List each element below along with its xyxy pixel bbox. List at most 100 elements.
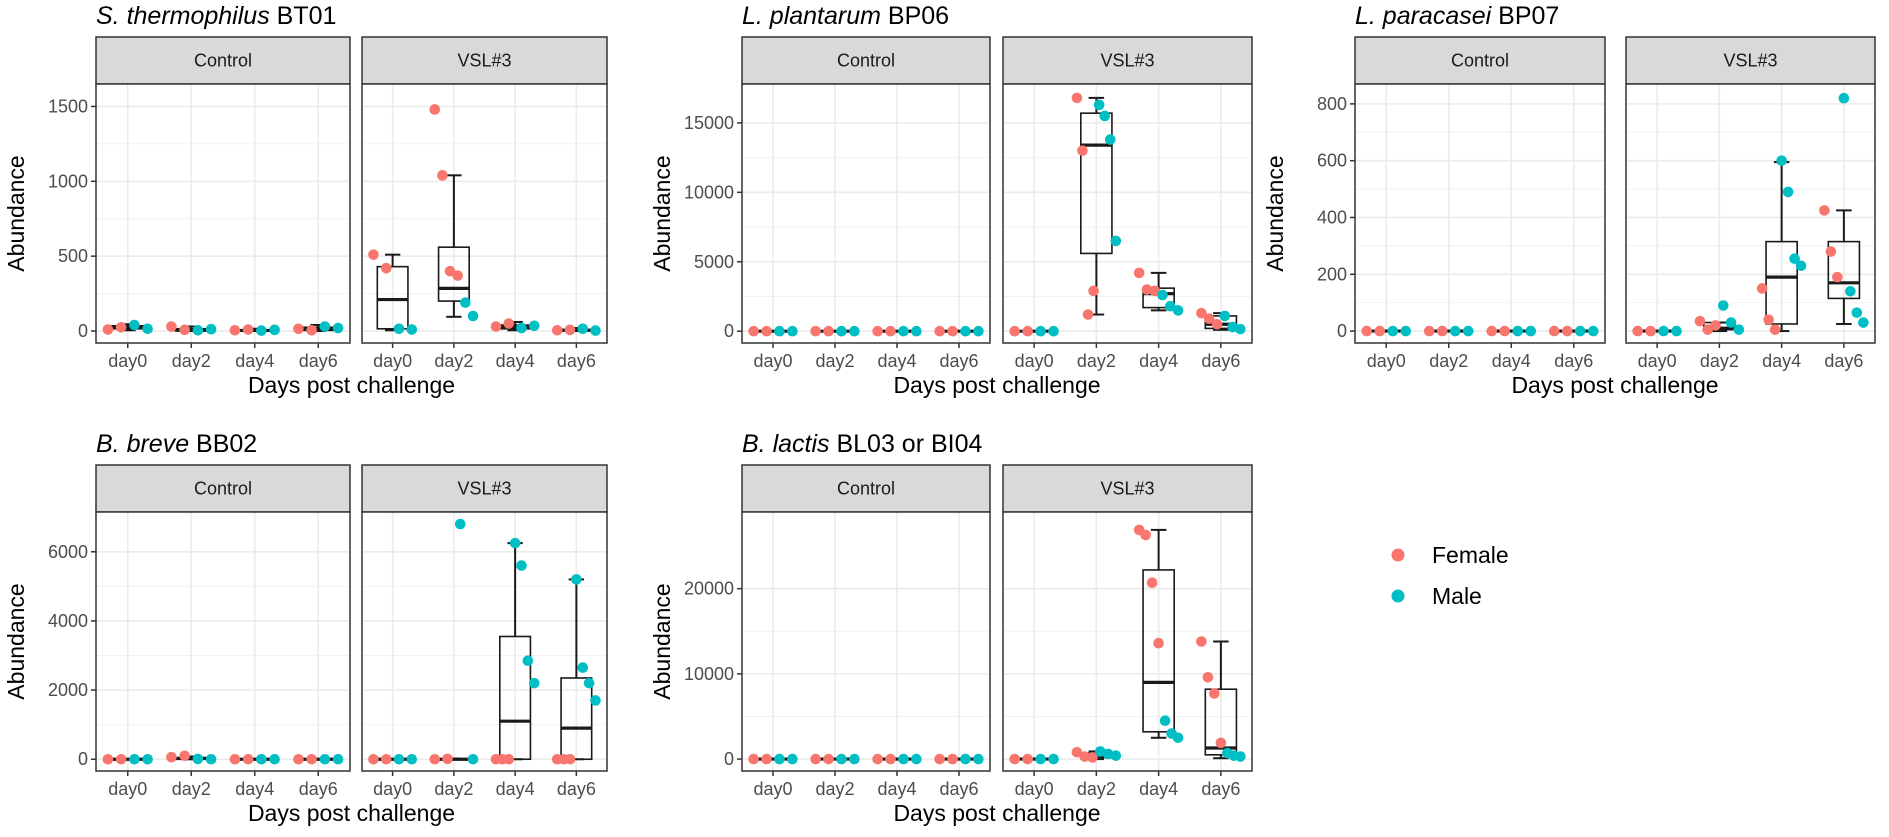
x-tick-label: day4 (1139, 779, 1178, 799)
point-female (872, 325, 883, 337)
x-tick-label: day6 (1201, 779, 1240, 799)
y-tick-label: 5000 (694, 252, 734, 272)
point-male (332, 322, 344, 334)
facet-label: Control (194, 51, 252, 71)
x-tick-label: day2 (815, 351, 854, 371)
point-male (393, 323, 405, 335)
panel-background (96, 512, 350, 771)
x-tick-label: day2 (1077, 351, 1116, 371)
point-male (129, 753, 140, 765)
x-tick-label: day2 (172, 351, 211, 371)
point-female (748, 753, 759, 765)
point-male (1235, 323, 1246, 335)
point-male (1671, 325, 1682, 337)
point-male (1172, 305, 1184, 316)
x-tick-label: day2 (815, 779, 854, 799)
point-female (1133, 267, 1145, 279)
boxplot-day6 (560, 578, 593, 761)
facet-label: Control (1451, 51, 1509, 71)
box-iqr (1765, 240, 1798, 325)
facet-panel-control: Control day0 day2 day4 day6 0 200 400 600 800 (1317, 36, 1606, 371)
point-female (823, 325, 834, 337)
point-female (872, 753, 883, 765)
point-female (885, 753, 896, 765)
point-male (1851, 307, 1863, 318)
y-axis-title: Abundance (649, 155, 675, 271)
facet-strip (1002, 36, 1253, 85)
y-tick-label: 500 (58, 246, 88, 266)
chart-title: L. paracasei BP07 (1355, 2, 1559, 30)
box-iqr (1080, 112, 1113, 255)
y-tick-label: 1500 (48, 96, 88, 116)
chart-title: B. breve BB02 (96, 430, 257, 458)
point-male (1099, 110, 1111, 122)
point-male (142, 323, 153, 335)
point-male (577, 323, 589, 335)
point-female (166, 321, 177, 332)
y-tick-label: 400 (1317, 207, 1347, 227)
facet-label: VSL#3 (457, 51, 511, 71)
point-female (1149, 285, 1161, 297)
point-male (774, 325, 785, 337)
point-female (1009, 325, 1020, 337)
chart-3: L. paracasei BP07 Control day0 day2 day4 day6… (1262, 2, 1876, 398)
point-male (1172, 732, 1184, 744)
point-male (192, 753, 204, 765)
panel-border (741, 511, 991, 772)
point-male (849, 325, 860, 337)
point-female (1374, 325, 1386, 337)
point-female (1153, 637, 1164, 649)
y-tick-label: 0 (1337, 321, 1347, 341)
point-male (774, 753, 785, 765)
point-female (503, 318, 515, 329)
point-male (1035, 325, 1046, 337)
facet-strip (95, 464, 351, 513)
point-male (460, 297, 471, 308)
point-male (509, 537, 521, 549)
panel-background (1003, 512, 1252, 771)
point-male (1219, 310, 1231, 322)
point-male (1782, 186, 1794, 198)
facet-panel-vsl3: VSL#3 day0 day2 day4 day6 (1625, 36, 1876, 371)
panel-background (1355, 84, 1605, 343)
panel-background (362, 84, 607, 343)
panel-border (1002, 83, 1253, 344)
point-female (934, 753, 945, 765)
x-axis-title: Days post challenge (893, 800, 1100, 826)
facet-panel-control: Control day0 day2 day4 day6 0 2000 4000 6000 (48, 464, 351, 799)
point-male (1462, 325, 1474, 337)
chart-title-species: S. thermophilus (96, 2, 270, 30)
legend: Female Male (1391, 542, 1509, 609)
y-axis-title: Abundance (649, 583, 675, 699)
point-female (452, 270, 464, 281)
point-male (406, 324, 418, 335)
point-female (1146, 577, 1158, 589)
point-female (1832, 271, 1843, 283)
x-tick-label: day6 (299, 779, 338, 799)
point-female (115, 321, 127, 333)
point-male (1110, 750, 1122, 761)
point-female (1209, 688, 1220, 699)
x-tick-label: day0 (108, 779, 147, 799)
point-female (1756, 283, 1768, 294)
point-female (1211, 318, 1223, 330)
point-female (564, 753, 576, 765)
point-male (1035, 753, 1046, 765)
x-tick-label: day2 (434, 351, 473, 371)
y-tick-label: 0 (724, 321, 734, 341)
x-tick-label: day0 (1367, 351, 1406, 371)
point-male (911, 753, 922, 765)
chart-4: B. breve BB02 Control day0 day2 day4 day6 0 200… (3, 430, 608, 826)
panel-background (1626, 84, 1875, 343)
point-female (368, 753, 379, 765)
x-axis-title: Days post challenge (893, 372, 1100, 398)
point-female (1203, 313, 1215, 324)
point-female (1819, 205, 1830, 216)
point-female (1769, 324, 1781, 335)
x-tick-label: day6 (1824, 351, 1863, 371)
boxplot-day4 (1765, 161, 1798, 333)
point-female (1071, 92, 1083, 104)
point-female (1825, 246, 1837, 257)
x-tick-label: day6 (1554, 351, 1593, 371)
point-male (836, 753, 847, 765)
